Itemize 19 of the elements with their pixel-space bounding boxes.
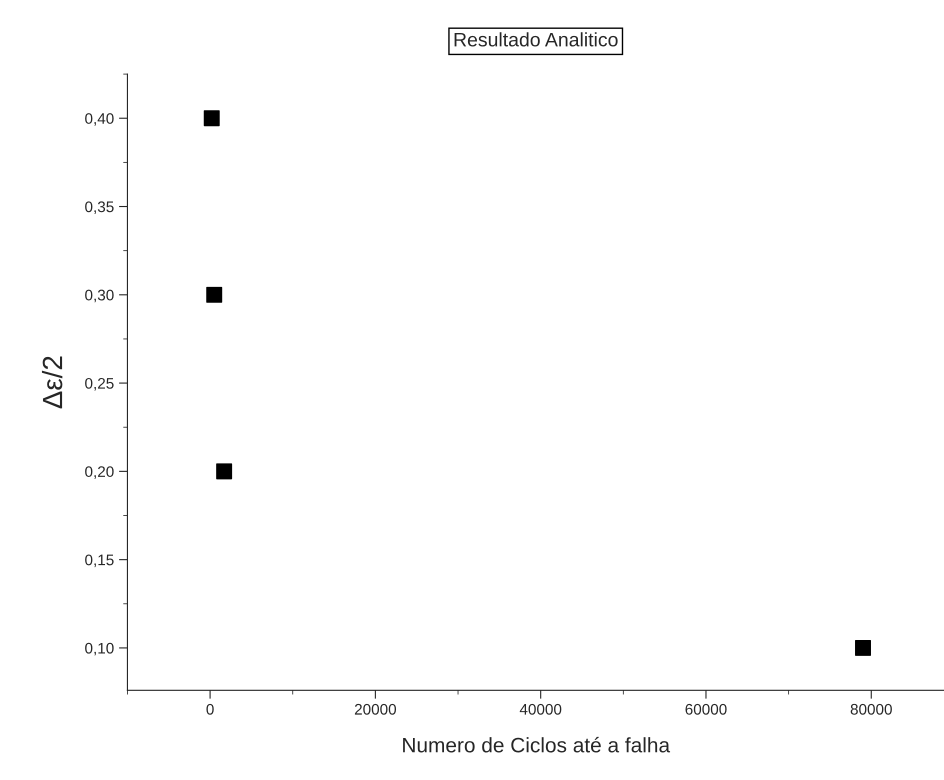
x-tick-label: 20000 (354, 704, 396, 715)
y-tick-label: 0,15 (85, 554, 114, 568)
x-tick-label: 60000 (686, 704, 727, 715)
x-axis-title: Numero de Ciclos até a falha (403, 736, 670, 752)
y-tick-label: 0,20 (85, 466, 114, 479)
x-tick-label: 0 (206, 704, 214, 715)
point (216, 463, 232, 480)
y-tick-label: 0,35 (85, 201, 114, 214)
y-axis-title: Δε/2 (42, 356, 62, 408)
point (204, 110, 220, 126)
y-tick-label: 0,30 (85, 290, 114, 302)
point (206, 286, 222, 303)
x-tick-label: 80000 (850, 704, 892, 715)
point (855, 640, 871, 656)
y-tick-label: 0,25 (85, 378, 114, 391)
y-tick-label: 0,10 (85, 642, 114, 656)
chart-title: Resultado Analitico (454, 32, 618, 47)
x-tick-label: 40000 (520, 704, 562, 715)
y-tick-label: 0,40 (85, 113, 114, 126)
